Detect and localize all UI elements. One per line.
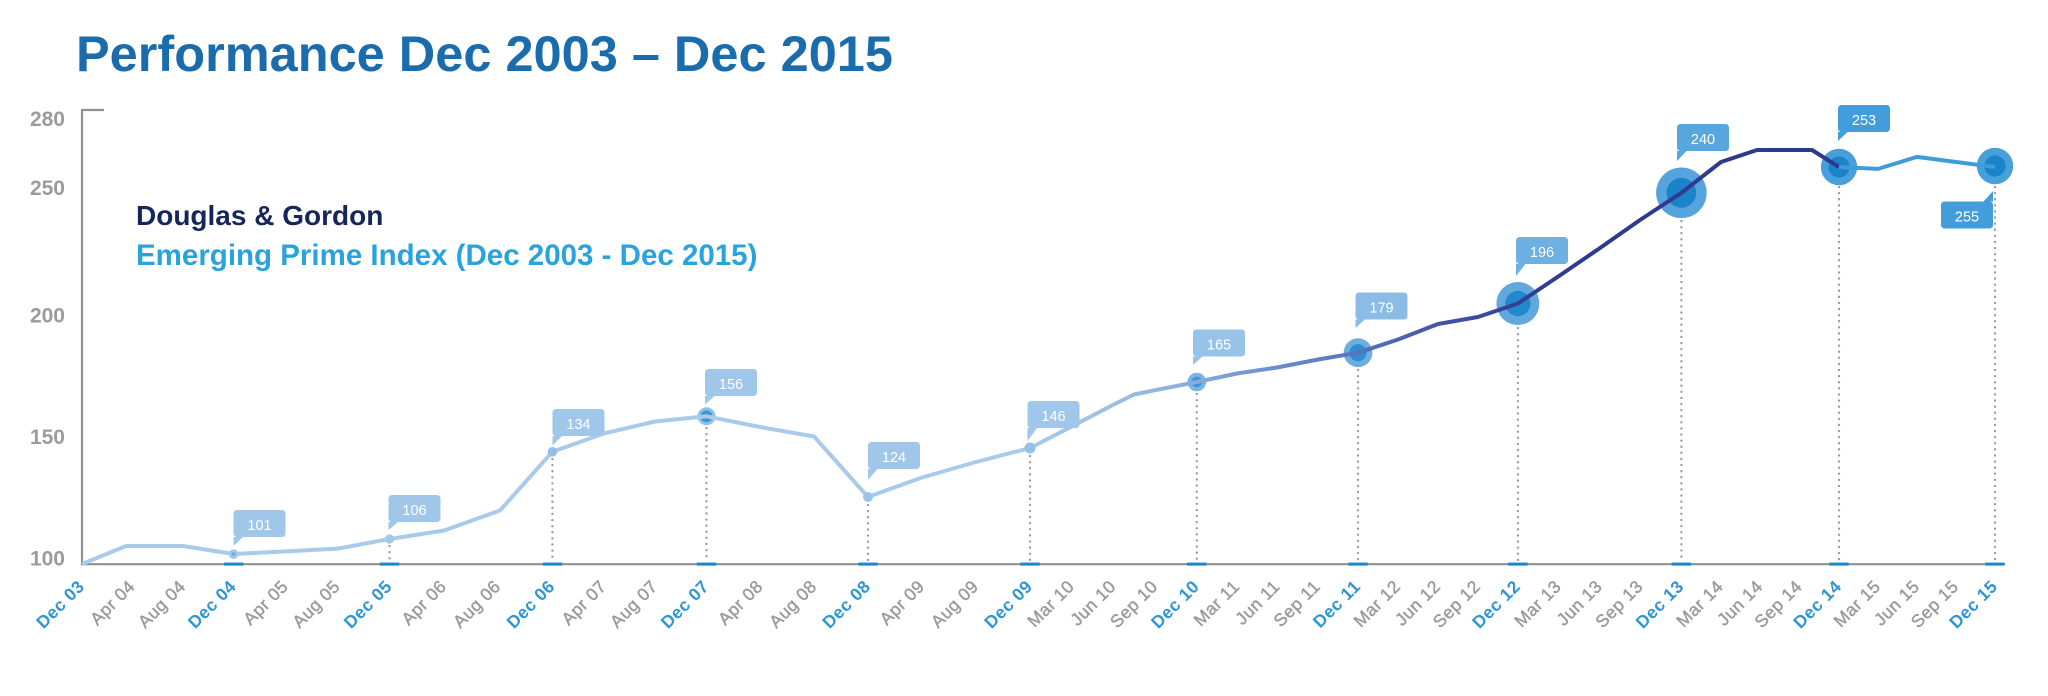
svg-text:253: 253 [1852, 113, 1876, 129]
svg-text:200: 200 [30, 305, 65, 328]
svg-text:280: 280 [30, 108, 65, 131]
svg-text:156: 156 [719, 377, 743, 393]
svg-text:106: 106 [402, 503, 426, 519]
svg-text:146: 146 [1041, 409, 1065, 425]
svg-text:Emerging Prime Index (Dec 2003: Emerging Prime Index (Dec 2003 - Dec 201… [136, 239, 757, 272]
svg-text:179: 179 [1369, 301, 1393, 317]
svg-text:255: 255 [1955, 210, 1979, 226]
svg-text:134: 134 [566, 417, 590, 433]
svg-text:165: 165 [1207, 338, 1231, 354]
svg-text:100: 100 [30, 548, 65, 571]
svg-text:250: 250 [30, 177, 65, 200]
svg-text:240: 240 [1691, 132, 1715, 148]
svg-text:150: 150 [30, 426, 65, 449]
svg-text:196: 196 [1530, 245, 1554, 261]
svg-text:124: 124 [882, 450, 906, 466]
svg-text:101: 101 [247, 518, 271, 534]
svg-text:Douglas & Gordon: Douglas & Gordon [136, 200, 383, 231]
svg-text:Performance Dec 2003 – Dec 201: Performance Dec 2003 – Dec 2015 [76, 25, 893, 82]
